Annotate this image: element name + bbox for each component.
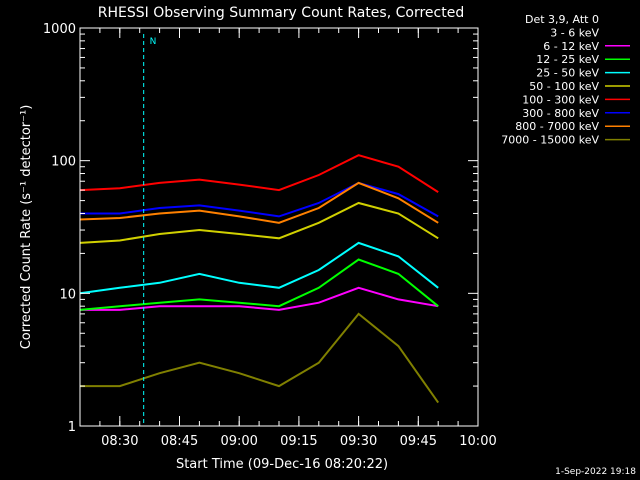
y-axis-label: Corrected Count Rate (s⁻¹ detector⁻¹) [19,105,34,350]
series-marks: N [79,34,440,426]
legend-label: 3 - 6 keV [550,26,599,39]
legend-label: 300 - 800 keV [522,107,599,120]
series-line-6 [80,181,439,218]
legend-label: 100 - 300 keV [522,93,599,106]
legend-label: 50 - 100 keV [529,80,599,93]
x-tick-label: 09:30 [340,434,377,449]
legend-label: 7000 - 15000 keV [501,134,599,147]
legend-label: 12 - 25 keV [536,53,599,66]
series-line-2 [79,258,439,311]
series-line-7 [79,181,439,224]
x-axis-label: Start Time (09-Dec-16 08:20:22) [176,457,388,472]
y-tick-label: 1000 [43,22,76,37]
series-line-4 [79,201,439,244]
series-line-5 [79,154,439,193]
x-tick-label: 09:45 [400,434,437,449]
x-tick-label: 08:30 [101,434,138,449]
legend-label: 25 - 50 keV [536,67,599,80]
x-tick-label: 10:00 [459,434,496,449]
legend-header: Det 3,9, Att 0 [525,13,599,26]
x-tick-label: 08:45 [161,434,198,449]
axes: 1 10 100 1000 08:30 08:45 09:00 09:15 09:30 09:45… [43,22,497,449]
legend-label: 6 - 12 keV [543,40,599,53]
chart-title: RHESSI Observing Summary Count Rates, Co… [98,5,464,21]
x-tick-label: 09:00 [220,434,257,449]
legend-label: 800 - 7000 keV [515,120,599,133]
plot-timestamp: 1-Sep-2022 19:18 [555,467,636,477]
annotation-label: N [150,37,157,47]
series-line-3 [79,241,439,295]
series-line-1 [80,286,439,311]
y-tick-label: 10 [59,287,76,302]
series-line-8 [80,312,440,404]
x-tick-label: 09:15 [280,434,317,449]
y-tick-label: 1 [68,420,76,435]
y-tick-label: 100 [51,155,76,170]
